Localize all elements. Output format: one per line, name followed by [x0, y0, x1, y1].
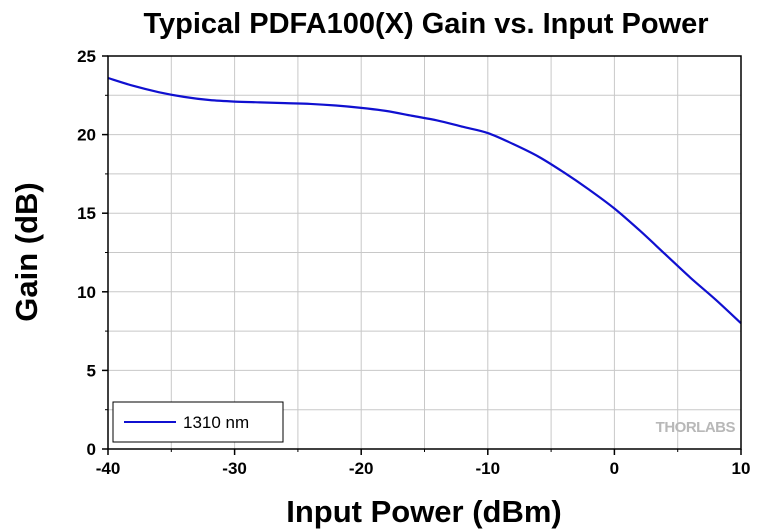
y-tick-label: 10 — [77, 283, 96, 302]
y-tick-label: 20 — [77, 126, 96, 145]
y-tick-label: 25 — [77, 47, 96, 66]
x-tick-label: 0 — [610, 459, 619, 478]
series-line-1310nm — [107, 76, 742, 325]
grid-layer — [108, 56, 741, 449]
series-layer — [107, 76, 742, 325]
y-tick-label: 5 — [87, 361, 96, 380]
y-tick-label: 0 — [87, 440, 96, 459]
thorlabs-watermark: THORLABS — [656, 419, 736, 436]
x-tick-label: -20 — [349, 459, 374, 478]
y-tick-label: 15 — [77, 204, 96, 223]
x-tick-label: 10 — [732, 459, 751, 478]
x-tick-label: -30 — [222, 459, 247, 478]
x-tick-label: -10 — [476, 459, 501, 478]
legend: 1310 nm — [112, 401, 284, 443]
legend-label: 1310 nm — [183, 413, 249, 432]
chart-title: Typical PDFA100(X) Gain vs. Input Power — [143, 8, 708, 40]
x-tick-label: -40 — [96, 459, 121, 478]
label-layer: -40 -30 -20 -10 0 10 0 5 10 15 20 25 — [77, 47, 750, 478]
y-axis-label: Gain (dB) — [9, 182, 44, 322]
x-axis-label: Input Power (dBm) — [286, 494, 562, 529]
tick-layer — [102, 55, 742, 455]
